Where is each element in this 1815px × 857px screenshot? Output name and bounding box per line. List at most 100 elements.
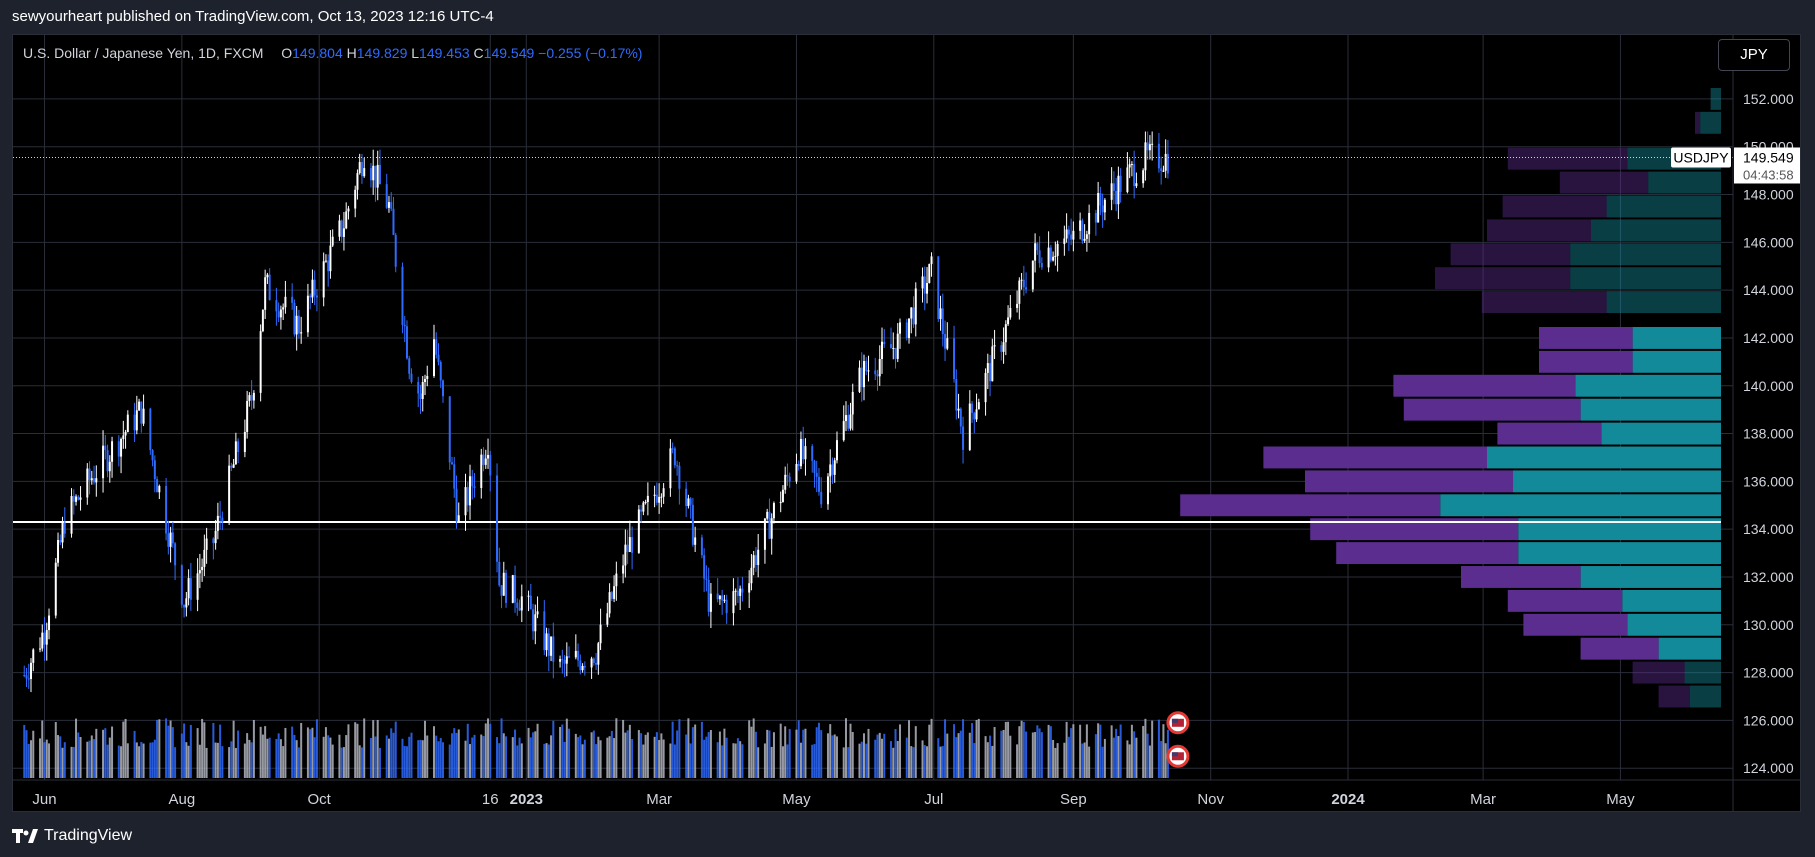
candle-body — [259, 331, 262, 393]
volume-bar — [70, 746, 73, 778]
volume-bar — [374, 736, 377, 778]
volume-bar — [117, 745, 120, 778]
volume-bar — [1085, 724, 1088, 778]
volume-bar — [295, 740, 298, 778]
volume-bar — [881, 738, 884, 778]
candle-body — [505, 572, 508, 603]
candle-body — [804, 446, 807, 460]
volume-bar — [111, 726, 114, 778]
candle-body — [795, 464, 798, 482]
volume-bar — [811, 744, 814, 778]
volume-bar — [1146, 733, 1149, 778]
candle-body — [975, 409, 978, 420]
candle-body — [862, 361, 865, 388]
volume-bar — [552, 720, 555, 778]
candle-body — [1085, 234, 1088, 239]
volume-bar — [455, 732, 458, 778]
candle-body — [432, 339, 435, 377]
candle-body — [435, 339, 438, 355]
volume-bar — [212, 722, 215, 778]
candle-body — [826, 476, 829, 505]
tradingview-footer[interactable]: TradingView — [12, 824, 132, 848]
volume-bar — [466, 723, 469, 778]
y-tick-label: 146.000 — [1743, 234, 1794, 250]
volume-bar — [1000, 730, 1003, 778]
currency-button[interactable]: JPY — [1718, 39, 1790, 71]
volume-bar — [277, 733, 280, 778]
volume-bar — [914, 726, 917, 778]
volume-bar — [1052, 739, 1055, 778]
volume-bar — [804, 728, 807, 778]
y-tick-label: 134.000 — [1743, 521, 1794, 537]
price-chart-canvas[interactable]: 124.000 126.000 128.000 130.000 132.000 134.0… — [13, 35, 1801, 812]
volume-bar — [532, 732, 535, 778]
volume-profile-purple-bar — [1461, 566, 1581, 588]
candle-body — [962, 426, 965, 450]
candle-body — [243, 431, 246, 453]
volume-bar — [613, 738, 616, 778]
volume-bar — [802, 729, 805, 778]
volume-bar — [203, 722, 206, 778]
candle-body — [626, 544, 629, 552]
volume-bar — [561, 724, 564, 778]
candle-body — [921, 276, 924, 289]
volume-bar — [354, 722, 357, 778]
x-tick-label: Nov — [1197, 791, 1224, 808]
volume-bar — [640, 733, 643, 778]
candle-body — [662, 488, 665, 497]
candle-body — [489, 454, 492, 476]
candle-body — [770, 518, 773, 539]
volume-profile-teal-bar — [1632, 326, 1721, 349]
candle-body — [189, 578, 192, 600]
candle-body — [953, 338, 956, 379]
candle-body — [700, 537, 703, 556]
volume-bar — [306, 727, 309, 778]
volume-bar — [741, 744, 744, 778]
candle-body — [1025, 287, 1028, 290]
candle-body — [151, 450, 154, 461]
chart-panel[interactable]: U.S. Dollar / Japanese Yen, 1D, FXCM O14… — [12, 34, 1801, 812]
candle-body — [1166, 153, 1169, 174]
volume-bar — [435, 735, 438, 778]
volume-bar — [624, 732, 627, 778]
candle-body — [221, 517, 224, 523]
candle-body — [518, 607, 521, 611]
candle-body — [345, 211, 348, 229]
x-tick-label: Jun — [32, 791, 56, 808]
volume-bar — [149, 742, 152, 778]
volume-bar — [234, 747, 237, 778]
candle-body — [892, 347, 895, 349]
volume-profile-teal-bar — [1487, 446, 1721, 469]
candle-body — [198, 570, 201, 574]
candle-body — [23, 674, 26, 676]
y-tick-label: 130.000 — [1743, 617, 1794, 633]
candle-body — [707, 579, 710, 612]
candle-body — [313, 279, 316, 296]
volume-bar — [230, 741, 233, 778]
candle-body — [926, 283, 929, 294]
candle-body — [896, 333, 899, 359]
candle-body — [923, 276, 926, 294]
volume-bar — [189, 724, 192, 778]
volume-bar — [977, 718, 980, 778]
candle-body — [1047, 247, 1050, 268]
volume-profile-purple-bar — [1263, 446, 1487, 469]
high-label: H — [346, 45, 357, 61]
volume-bar — [748, 720, 751, 778]
volume-bar — [669, 743, 672, 778]
volume-bar — [1110, 725, 1113, 778]
volume-bar — [408, 736, 411, 778]
candle-body — [171, 532, 174, 544]
candle-body — [466, 487, 469, 506]
x-tick-label: Oct — [308, 791, 332, 808]
volume-bar — [329, 737, 332, 778]
candle-body — [817, 476, 820, 492]
candle-body — [736, 590, 739, 596]
volume-profile-teal-bar — [1570, 267, 1721, 290]
candle-body — [1065, 229, 1068, 239]
volume-bar — [410, 732, 413, 778]
volume-bar — [45, 739, 48, 778]
volume-bar — [264, 726, 267, 778]
x-tick-label: Jul — [924, 791, 943, 808]
volume-bar — [259, 726, 262, 778]
